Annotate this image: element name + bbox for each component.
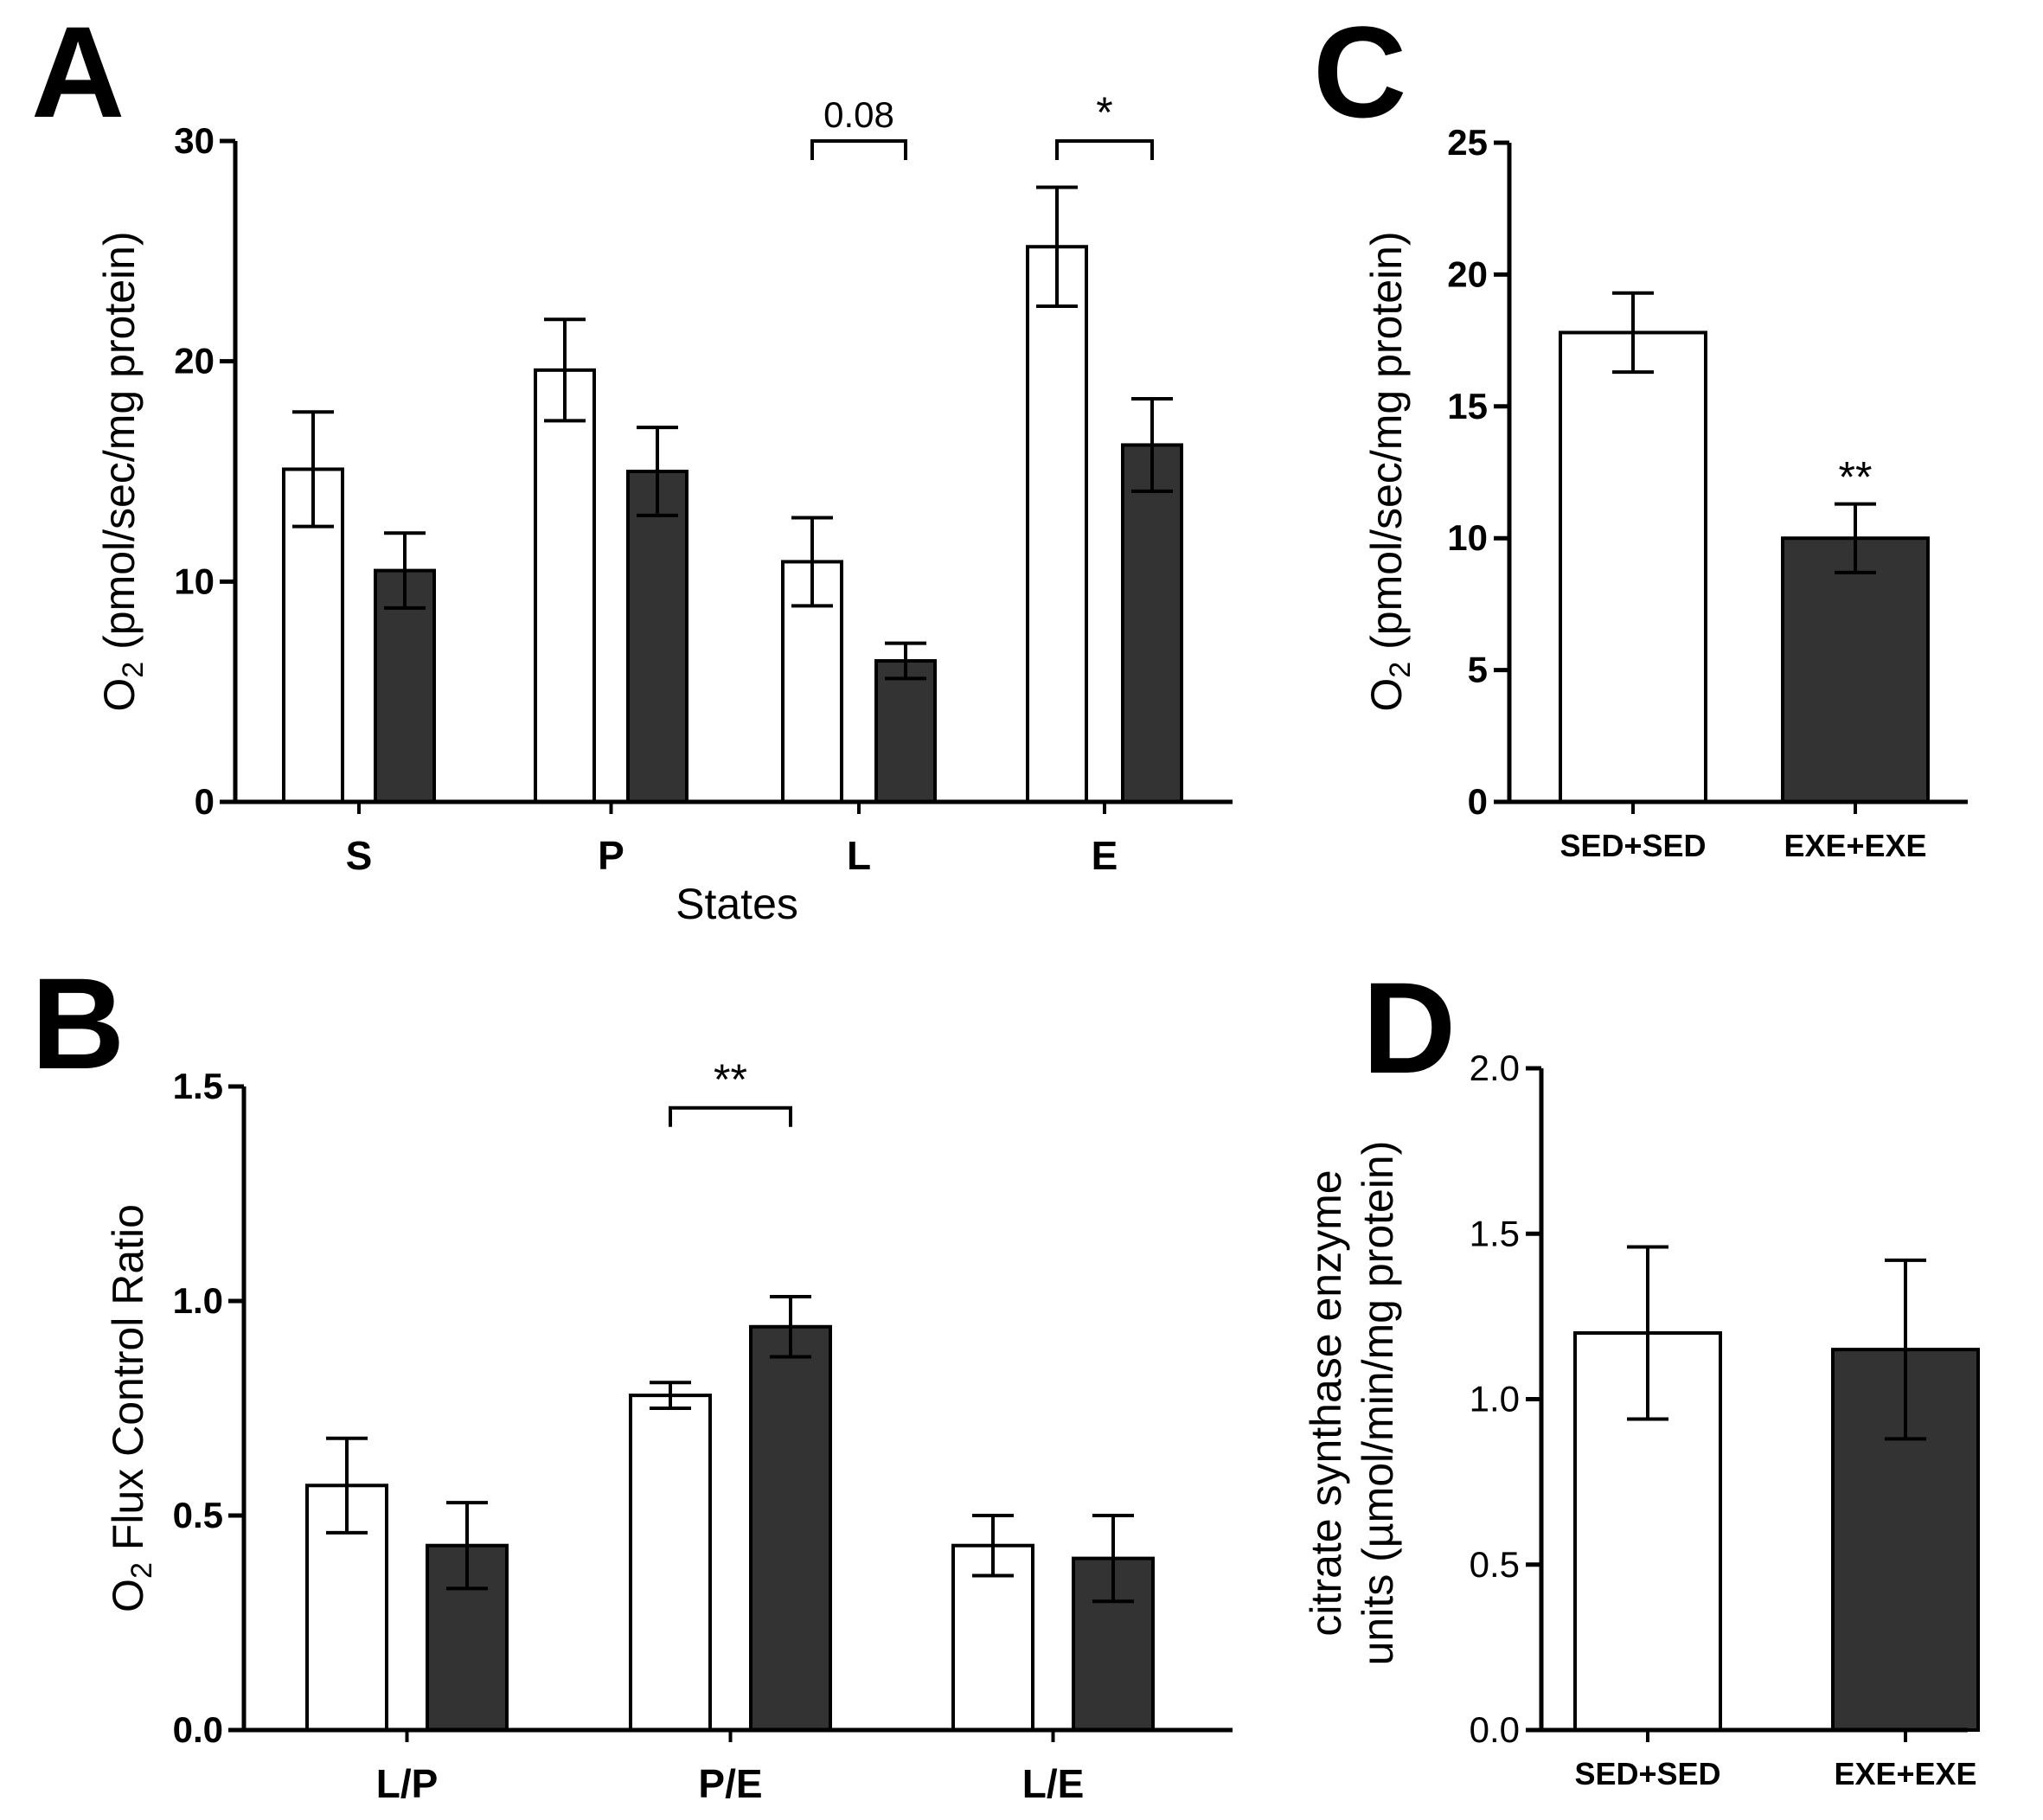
- y-axis-title: O2 (pmol/sec/mg protein): [95, 231, 150, 711]
- bar-c-s0-0: [1559, 330, 1707, 804]
- panel-letter: D: [1362, 955, 1456, 1100]
- y-tick-label: 0.5: [1470, 1544, 1520, 1585]
- panel-c-chart: C 0 5 10 15 20 25 SED+SED EXE+EXE O2 (pmol/sec/mg…: [1313, 0, 1968, 863]
- bar-b-s0-1: [629, 1394, 712, 1732]
- error-bar-a-s1-1: [637, 426, 678, 517]
- y-tick-label: 5: [1468, 650, 1488, 690]
- y-tick-label: 25: [1447, 122, 1488, 163]
- panel-a-chart: A 0 10 20 30 S P L E O2 (pmol/sec/mg protein) Stat…: [31, 0, 1233, 928]
- error-bar-b-s0-2: [972, 1514, 1014, 1578]
- significance-label: *: [1096, 88, 1112, 137]
- x-axis-title: States: [676, 880, 798, 928]
- significance-label: 0.08: [823, 94, 894, 135]
- significance-label: **: [714, 1055, 747, 1104]
- y-axis-title: O2 (pmol/sec/mg protein): [1362, 231, 1417, 711]
- bar-a-s1-2: [874, 659, 937, 804]
- error-bar-b-s0-0: [326, 1436, 368, 1535]
- y-tick-label: 15: [1447, 386, 1488, 426]
- x-tick-label: L: [847, 833, 871, 878]
- y-tick-label: 0: [1468, 781, 1488, 822]
- y-tick-label: 20: [174, 341, 215, 381]
- y-tick-label: 2.0: [1470, 1048, 1520, 1088]
- error-bar-b-s0-1: [650, 1381, 691, 1410]
- error-bar-b-s1-0: [446, 1501, 488, 1591]
- bar-a-s1-3: [1121, 443, 1183, 804]
- error-bar-c-s1-1: [1835, 502, 1876, 574]
- bar-a-s0-3: [1026, 245, 1088, 804]
- y-axis-title: citrate synthase enzymeunits (µmol/min/m…: [1302, 1141, 1402, 1666]
- error-bar-a-s1-3: [1131, 396, 1173, 493]
- y-axis-title: O2 Flux Control Ratio: [104, 1204, 158, 1612]
- error-bar-a-s0-0: [292, 410, 334, 529]
- y-tick-label: 1.5: [1470, 1213, 1520, 1253]
- error-bar-d-s0-0: [1627, 1245, 1668, 1421]
- bar-c-s1-1: [1781, 536, 1930, 804]
- x-tick-label: L/E: [1022, 1761, 1085, 1806]
- bar-a-s0-1: [534, 368, 596, 804]
- x-tick-label: SED+SED: [1559, 828, 1706, 863]
- error-bar-d-s1-1: [1885, 1258, 1926, 1441]
- panel-letter: A: [31, 0, 125, 144]
- error-bar-a-s1-0: [384, 531, 426, 610]
- y-tick-label: 0.0: [1470, 1709, 1520, 1750]
- y-tick-label: 0: [195, 781, 215, 822]
- y-tick-label: 0.5: [173, 1495, 223, 1535]
- error-bar-a-s0-1: [544, 317, 586, 423]
- panel-letter: B: [31, 951, 125, 1096]
- x-tick-label: EXE+EXE: [1784, 828, 1926, 863]
- y-tick-label: 20: [1447, 253, 1488, 294]
- panel-d-chart: D 0.0 0.5 1.0 1.5 2.0 SED+SED EXE+EXE citrate sy…: [1302, 955, 1980, 1791]
- x-tick-label: P/E: [698, 1761, 762, 1806]
- y-tick-label: 1.0: [173, 1280, 223, 1321]
- y-tick-label: 1.0: [1470, 1379, 1520, 1419]
- y-tick-label: 10: [174, 561, 215, 601]
- significance-bracket: [1055, 139, 1154, 160]
- panel-b-chart: B 0.0 0.5 1.0 1.5 L/P P/E L/E O2 Flux Control Ra…: [31, 951, 1233, 1806]
- significance-bracket: [810, 139, 907, 160]
- x-tick-label: P: [598, 833, 624, 878]
- y-tick-label: 30: [174, 120, 215, 161]
- panel-letter: C: [1313, 0, 1406, 144]
- y-tick-label: 10: [1447, 517, 1488, 558]
- error-bar-b-s1-2: [1092, 1514, 1134, 1604]
- error-bar-a-s0-2: [791, 516, 833, 608]
- significance-bracket: [669, 1105, 792, 1127]
- x-tick-label: E: [1092, 833, 1118, 878]
- error-bar-b-s1-1: [770, 1295, 811, 1359]
- bar-a-s1-1: [626, 470, 688, 804]
- bar-b-s1-1: [749, 1324, 832, 1732]
- error-bar-c-s0-0: [1612, 291, 1654, 375]
- significance-label: **: [1839, 453, 1873, 502]
- x-tick-label: SED+SED: [1574, 1756, 1720, 1791]
- x-tick-label: S: [346, 833, 373, 878]
- error-bar-a-s1-2: [885, 641, 926, 681]
- x-tick-label: EXE+EXE: [1834, 1756, 1976, 1791]
- error-bar-a-s0-3: [1036, 185, 1078, 308]
- x-tick-label: L/P: [376, 1761, 439, 1806]
- y-tick-label: 0.0: [173, 1709, 223, 1750]
- y-tick-label: 1.5: [173, 1066, 223, 1106]
